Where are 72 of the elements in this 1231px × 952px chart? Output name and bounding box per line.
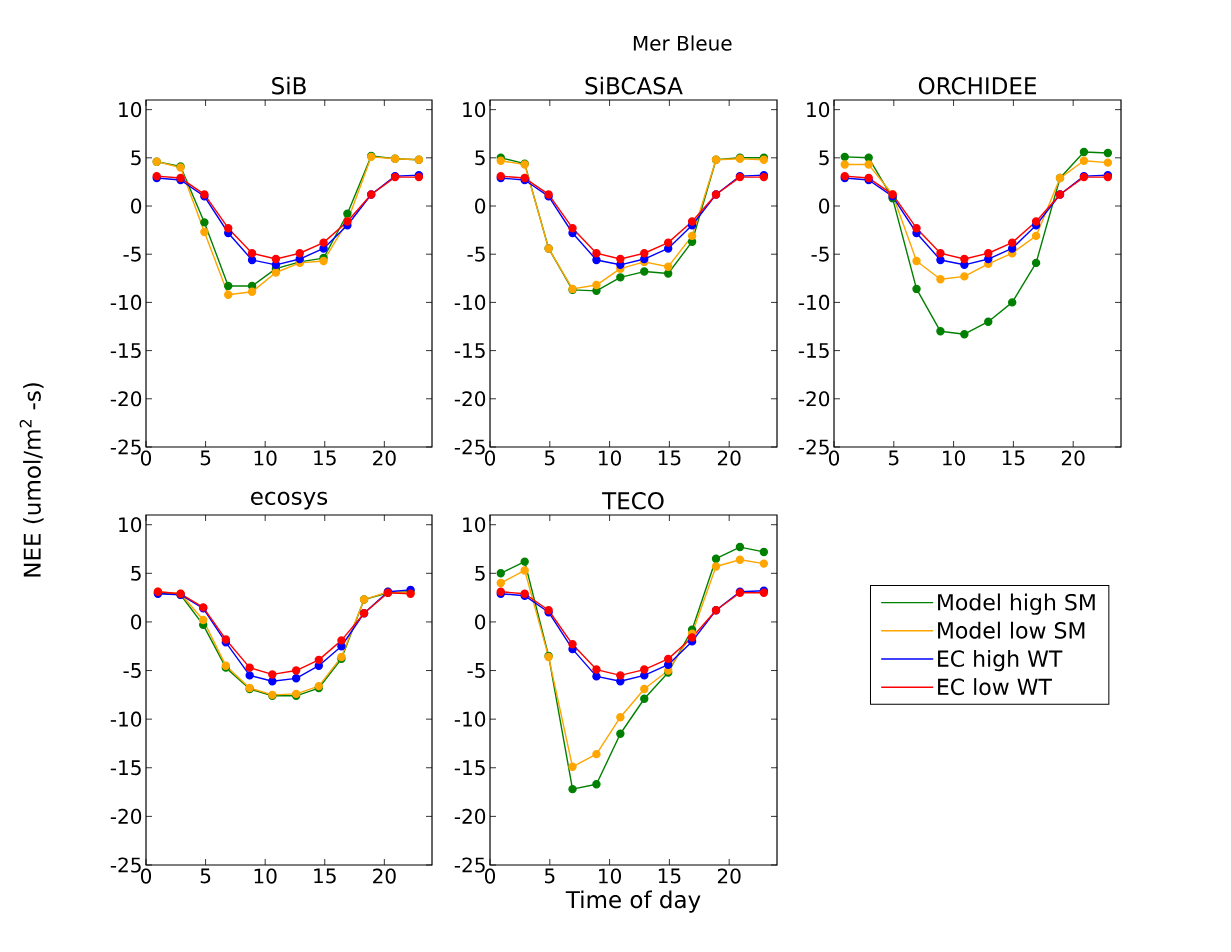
y-tick-label: -20 bbox=[110, 808, 142, 824]
x-tick-label: 15 bbox=[314, 868, 336, 884]
x-tick-label: 5 bbox=[888, 450, 899, 466]
chart-title: ecosys bbox=[251, 491, 328, 510]
x-tick-label: 10 bbox=[599, 450, 621, 466]
x-tick-label: 15 bbox=[1002, 450, 1025, 466]
y-tick-label: 5 bbox=[819, 150, 829, 166]
chart-title: SiBCASA bbox=[585, 76, 683, 95]
y-tick-label: -20 bbox=[454, 391, 486, 407]
y-tick-label: 5 bbox=[475, 565, 485, 581]
x-tick-label: 15 bbox=[658, 450, 681, 466]
y-tick-label: 0 bbox=[475, 198, 486, 214]
x-tick-label: 5 bbox=[544, 868, 555, 884]
y-tick-label: -10 bbox=[798, 294, 830, 310]
y-tick-label: 10 bbox=[463, 102, 486, 118]
y-tick-label: 5 bbox=[475, 150, 485, 166]
text: Mer Bleue bbox=[633, 35, 732, 51]
y-tick-label: 0 bbox=[475, 614, 486, 630]
chart-title: ORCHIDEE bbox=[918, 77, 1036, 95]
y-tick-label: 10 bbox=[463, 517, 486, 533]
y-tick-label: -20 bbox=[110, 391, 142, 407]
y-tick-label: -5 bbox=[123, 246, 141, 262]
x-tick-label: 20 bbox=[373, 450, 396, 466]
y-tick-label: -15 bbox=[454, 343, 485, 359]
x-tick-label: 10 bbox=[943, 450, 965, 466]
x-tick-label: 10 bbox=[599, 868, 621, 884]
y-tick-label: 0 bbox=[131, 198, 142, 214]
x-tick-label: 20 bbox=[1061, 450, 1085, 466]
y-tick-label: -10 bbox=[110, 711, 142, 727]
y-tick-label: 0 bbox=[819, 198, 830, 214]
x-tick-label: 5 bbox=[544, 450, 555, 466]
y-tick-label: 5 bbox=[131, 150, 141, 166]
y-tick-label: -25 bbox=[110, 439, 141, 455]
y-tick-label: -20 bbox=[454, 808, 486, 824]
y-tick-label: 0 bbox=[131, 614, 142, 630]
x-axis-title: Time of day bbox=[565, 890, 701, 913]
y-tick-label: 10 bbox=[807, 102, 830, 118]
x-tick-label: 15 bbox=[314, 450, 336, 466]
y-tick-label: -10 bbox=[454, 711, 486, 727]
y-tick-label: 10 bbox=[119, 517, 142, 533]
y-tick-label: -5 bbox=[467, 663, 485, 678]
legend-label: EC low WT bbox=[938, 678, 1052, 696]
legend-label: Model low SM bbox=[938, 621, 1085, 639]
y-tick-label: -10 bbox=[110, 294, 142, 310]
y-tick-label: -20 bbox=[798, 391, 830, 407]
y-tick-label: -25 bbox=[454, 857, 485, 873]
x-tick-label: 20 bbox=[373, 868, 396, 884]
y-tick-label: 10 bbox=[119, 102, 142, 118]
x-tick-label: 20 bbox=[717, 868, 741, 884]
y-tick-label: -15 bbox=[798, 343, 829, 359]
chart-title: SiB bbox=[272, 76, 306, 95]
y-tick-label: 5 bbox=[131, 565, 141, 581]
legend-label: EC high WT bbox=[938, 649, 1063, 672]
y-tick-label: -5 bbox=[467, 246, 485, 262]
y-tick-label: -25 bbox=[798, 439, 829, 455]
y-axis-title: NEE (umol/m$^{2}$ -s) bbox=[19, 383, 44, 577]
x-tick-label: 5 bbox=[200, 450, 211, 466]
y-tick-label: -5 bbox=[123, 663, 141, 678]
chart-title: TECO bbox=[602, 492, 664, 510]
x-tick-label: 10 bbox=[254, 450, 277, 466]
x-tick-label: 10 bbox=[254, 868, 277, 884]
x-tick-label: 20 bbox=[717, 450, 741, 466]
y-tick-label: -5 bbox=[811, 246, 829, 262]
y-tick-label: -15 bbox=[110, 343, 141, 359]
y-tick-label: -10 bbox=[454, 294, 486, 310]
y-tick-label: -15 bbox=[454, 760, 485, 776]
y-tick-label: -15 bbox=[110, 760, 141, 776]
x-tick-label: 5 bbox=[200, 868, 211, 884]
x-tick-label: 15 bbox=[658, 868, 681, 884]
y-tick-label: -25 bbox=[110, 857, 141, 873]
y-tick-label: -25 bbox=[454, 439, 485, 455]
legend-label: Model high SM bbox=[938, 593, 1095, 615]
